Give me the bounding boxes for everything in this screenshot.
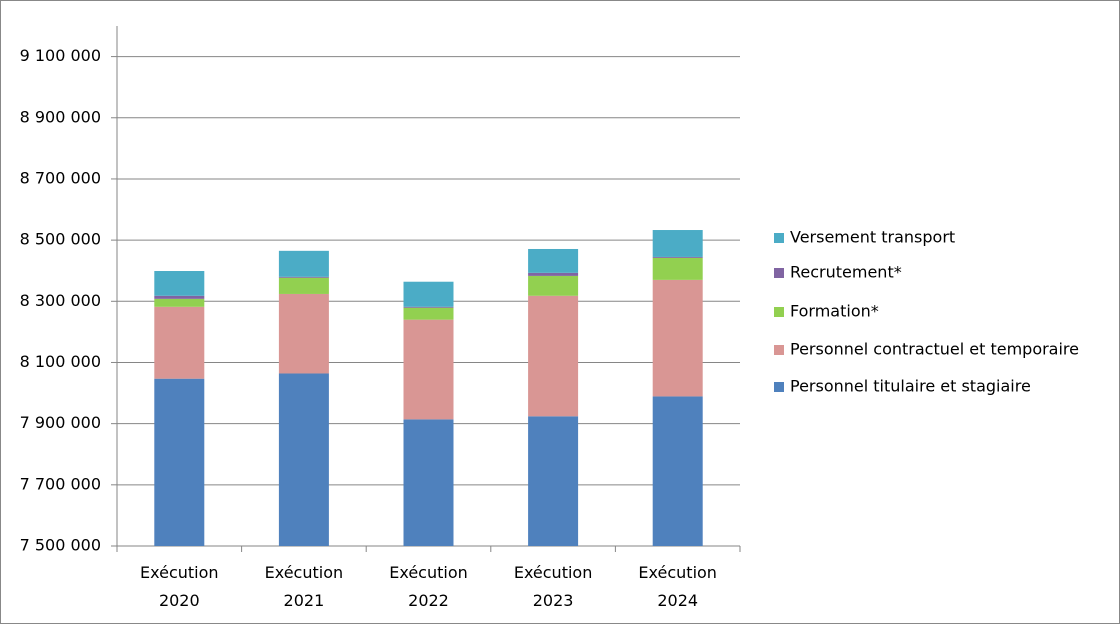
y-tick-label: 7 700 000 xyxy=(20,474,101,493)
bar-segment xyxy=(154,271,205,296)
bar-segment xyxy=(528,416,579,546)
x-tick-label: Exécution 2022 xyxy=(389,563,468,610)
legend-swatch xyxy=(774,345,784,355)
bar-segment xyxy=(278,293,329,374)
bar-segment xyxy=(154,378,205,546)
y-tick-label: 8 900 000 xyxy=(20,107,101,126)
y-tick-label: 9 100 000 xyxy=(20,46,101,65)
x-tick-label: Exécution 2020 xyxy=(140,563,219,610)
y-tick-label: 8 300 000 xyxy=(20,291,101,310)
bar-segment xyxy=(403,306,454,308)
bar-segment xyxy=(403,319,454,420)
legend-swatch xyxy=(774,382,784,392)
bar-segment xyxy=(403,307,454,320)
bar-segment xyxy=(154,298,205,307)
bar-segment xyxy=(278,373,329,546)
legend-label: Formation* xyxy=(790,302,879,321)
legend-label: Personnel contractuel et temporaire xyxy=(790,340,1079,359)
y-tick-label: 8 100 000 xyxy=(20,352,101,371)
x-tick-label: Exécution 2021 xyxy=(264,563,344,610)
bar-segment xyxy=(154,306,205,379)
legend-label: Recrutement* xyxy=(790,263,902,282)
bar-segment xyxy=(528,275,579,296)
x-tick-label: Exécution 2024 xyxy=(638,563,717,610)
bar-segment xyxy=(278,276,329,278)
y-tick-label: 7 500 000 xyxy=(20,536,101,555)
legend-swatch xyxy=(774,233,784,243)
bar-segment xyxy=(652,230,703,257)
bar-segment xyxy=(528,248,579,273)
bar-segment xyxy=(652,396,703,546)
bar-segment xyxy=(278,250,329,277)
bar-segment xyxy=(652,257,703,280)
bar-segment xyxy=(154,295,205,299)
bar-segment xyxy=(403,419,454,546)
bar-segment xyxy=(278,277,329,294)
legend-label: Personnel titulaire et stagiaire xyxy=(790,377,1031,396)
y-tick-label: 7 900 000 xyxy=(20,413,101,432)
legend-label: Versement transport xyxy=(790,228,955,247)
legend-swatch xyxy=(774,268,784,278)
y-tick-label: 8 500 000 xyxy=(20,230,101,249)
legend-swatch xyxy=(774,307,784,317)
bar-segment xyxy=(528,272,579,276)
x-tick-label: Exécution 2023 xyxy=(513,563,593,610)
bar-segment xyxy=(652,279,703,397)
bar-segment xyxy=(528,295,579,417)
bar-segment xyxy=(403,281,454,307)
y-tick-label: 8 700 000 xyxy=(20,168,101,187)
bar-segment xyxy=(652,256,703,258)
